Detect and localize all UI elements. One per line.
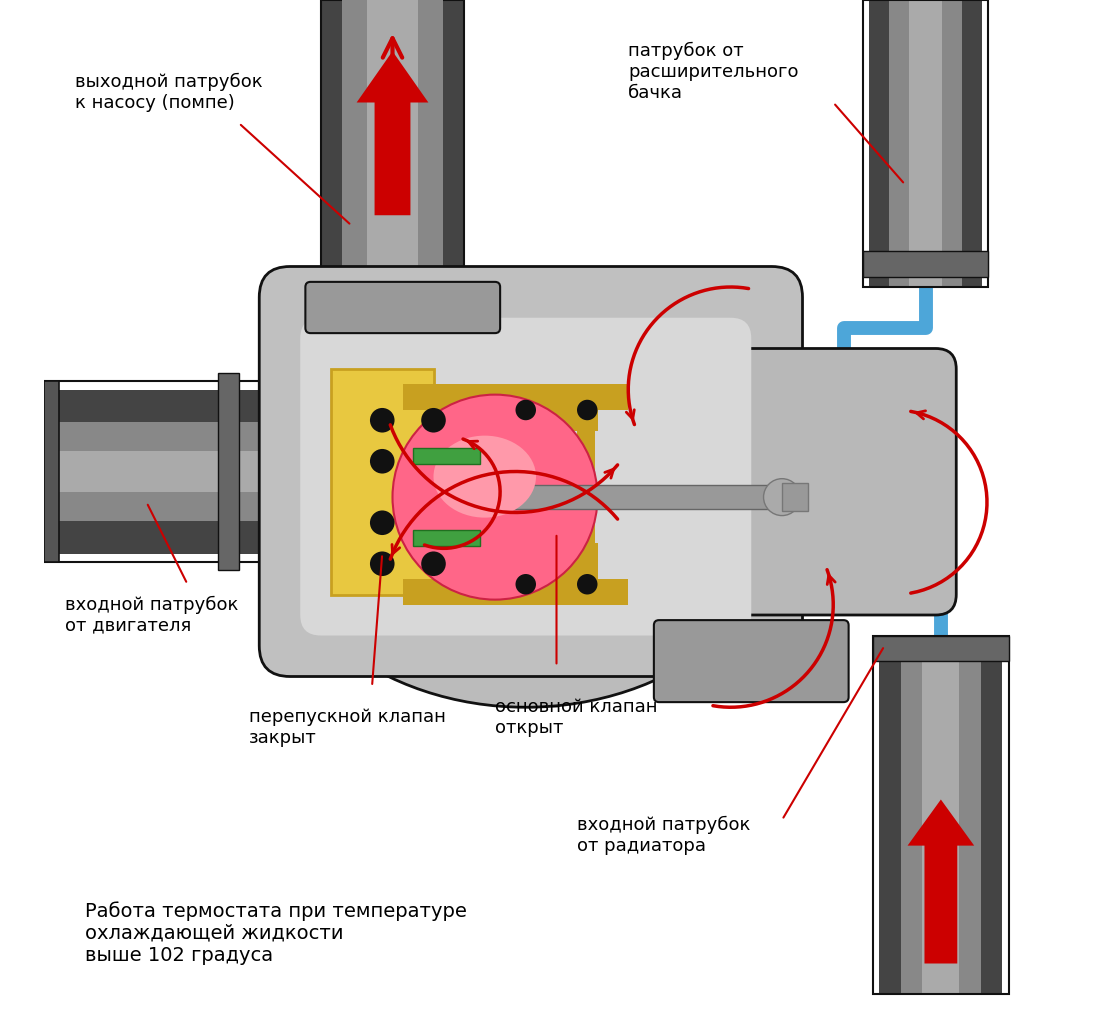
Ellipse shape: [319, 299, 772, 644]
Bar: [923, 636, 959, 994]
Bar: [218, 373, 239, 570]
Bar: [321, 0, 464, 318]
Circle shape: [515, 574, 536, 594]
Bar: [908, 0, 943, 287]
FancyArrow shape: [907, 800, 974, 963]
Circle shape: [370, 449, 394, 474]
Bar: [577, 384, 595, 605]
Bar: [515, 390, 598, 430]
Bar: [495, 485, 782, 509]
Text: основной клапан
открыт: основной клапан открыт: [495, 698, 658, 737]
Text: входной патрубок
от радиатора: входной патрубок от радиатора: [577, 816, 750, 855]
FancyBboxPatch shape: [653, 620, 848, 702]
FancyBboxPatch shape: [305, 282, 500, 333]
Bar: [413, 530, 480, 546]
Bar: [874, 636, 1008, 661]
Text: патрубок от
расширительного
бачка: патрубок от расширительного бачка: [628, 42, 799, 101]
Circle shape: [764, 479, 800, 516]
FancyBboxPatch shape: [259, 266, 802, 676]
Bar: [900, 636, 981, 994]
Circle shape: [421, 408, 446, 433]
Bar: [874, 636, 1008, 994]
Bar: [403, 579, 628, 605]
FancyBboxPatch shape: [331, 369, 433, 594]
Circle shape: [421, 551, 446, 576]
Bar: [413, 448, 480, 464]
Ellipse shape: [433, 436, 536, 518]
Bar: [45, 381, 290, 562]
Circle shape: [370, 510, 394, 535]
FancyArrow shape: [356, 51, 429, 215]
Bar: [343, 0, 443, 318]
Circle shape: [577, 400, 598, 420]
Bar: [314, 292, 472, 318]
Bar: [889, 0, 962, 287]
Bar: [869, 0, 982, 287]
Bar: [45, 381, 59, 562]
Bar: [515, 543, 598, 584]
Bar: [864, 251, 987, 277]
Circle shape: [370, 408, 394, 433]
Text: входной патрубок
от двигателя: входной патрубок от двигателя: [65, 596, 238, 634]
Circle shape: [515, 400, 536, 420]
Bar: [367, 0, 417, 318]
Bar: [864, 0, 987, 287]
Ellipse shape: [393, 395, 598, 600]
Bar: [879, 636, 1003, 994]
Circle shape: [577, 574, 598, 594]
Bar: [45, 451, 290, 492]
Text: перепускной клапан
закрыт: перепускной клапан закрыт: [249, 708, 446, 747]
Bar: [45, 390, 290, 554]
Text: выходной патрубок
к насосу (помпе): выходной патрубок к насосу (помпе): [75, 73, 263, 112]
Circle shape: [370, 551, 394, 576]
Bar: [515, 384, 534, 605]
Text: Работа термостата при температуре
охлаждающей жидкости
выше 102 градуса: Работа термостата при температуре охлажд…: [85, 901, 466, 965]
Bar: [782, 483, 808, 511]
Bar: [403, 384, 628, 410]
FancyBboxPatch shape: [301, 318, 751, 636]
Ellipse shape: [259, 277, 792, 707]
Bar: [45, 422, 290, 521]
FancyBboxPatch shape: [731, 348, 956, 615]
